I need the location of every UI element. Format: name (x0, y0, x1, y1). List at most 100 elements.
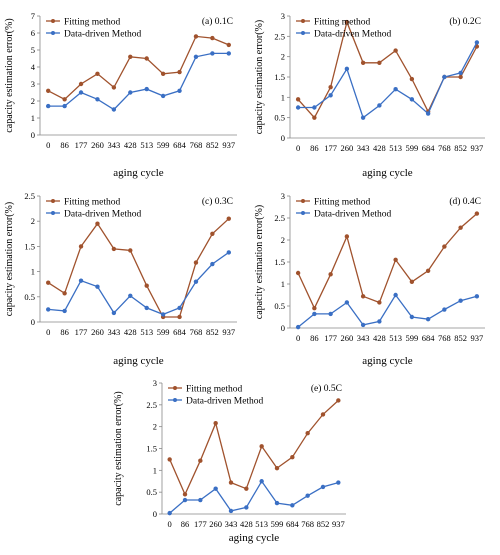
data-point (128, 54, 133, 59)
legend-marker (301, 31, 305, 35)
x-axis-label: aging cycle (229, 532, 280, 544)
data-point (312, 115, 317, 120)
data-point (409, 314, 415, 320)
series-line-1 (169, 400, 339, 496)
data-point (46, 280, 51, 285)
legend-entry-1: Fitting method (64, 18, 120, 28)
data-point (328, 272, 333, 277)
y-tick-label: 6 (31, 28, 35, 38)
chart-panel-1: 0 1 2 3 4 5 6 7 0 86 177 260 343 428 513 599 684 768 852 93… (4, 11, 237, 179)
y-tick-label: 0.5 (146, 487, 157, 497)
y-axis-label: capacity estimation error(%) (254, 20, 265, 134)
data-point (182, 497, 188, 503)
data-point (160, 71, 166, 77)
panel-label: (b) 0.2C (449, 16, 481, 27)
data-point (409, 97, 415, 102)
y-axis-label: capacity estimation error(%) (254, 205, 265, 319)
y-tick-label: 3 (281, 191, 285, 201)
data-point (344, 66, 350, 72)
x-tick-label: 937 (332, 519, 345, 529)
x-tick-label: 177 (324, 143, 337, 153)
legend-entry-1: Fitting method (314, 18, 370, 28)
x-tick-label: 768 (190, 140, 203, 150)
data-point (95, 221, 100, 226)
data-point (226, 42, 231, 48)
data-point (360, 115, 366, 120)
y-tick-label: 2 (31, 96, 35, 106)
legend-marker (301, 19, 305, 23)
legend-entry-2: Data-driven Method (186, 397, 264, 407)
data-point (111, 85, 117, 90)
x-tick-label: 684 (173, 140, 187, 150)
x-tick-label: 513 (255, 519, 268, 529)
x-axis-label: aging cycle (362, 167, 413, 179)
data-point (144, 283, 149, 288)
y-tick-label: 0 (281, 133, 285, 143)
series-line-1 (47, 218, 230, 318)
y-tick-label: 1 (281, 279, 285, 289)
data-point (344, 19, 350, 25)
data-point (409, 279, 415, 284)
y-tick-label: 1.5 (24, 241, 35, 251)
data-point (377, 300, 382, 305)
x-tick-label: 852 (206, 327, 219, 337)
panel-label: (a) 0.1C (202, 16, 233, 27)
data-point (336, 480, 341, 485)
data-point (177, 305, 182, 311)
x-tick-label: 343 (108, 140, 121, 150)
data-point (226, 51, 231, 56)
series-line-1 (297, 213, 478, 310)
data-point (167, 457, 172, 462)
data-point (458, 225, 463, 230)
y-tick-label: 3 (281, 11, 285, 21)
x-tick-label: 260 (209, 519, 222, 529)
data-point (458, 70, 463, 76)
data-point (46, 103, 51, 109)
x-tick-label: 343 (357, 143, 370, 153)
x-tick-label: 0 (296, 143, 300, 153)
data-point (213, 486, 218, 491)
x-tick-label: 852 (454, 143, 467, 153)
data-point (393, 257, 398, 262)
data-point (62, 291, 67, 296)
legend-marker (173, 386, 177, 390)
x-axis-label: aging cycle (113, 167, 164, 179)
data-point (328, 84, 333, 90)
data-point (474, 211, 480, 216)
x-tick-label: 684 (422, 333, 436, 343)
data-point (360, 322, 366, 328)
data-point (111, 310, 117, 316)
data-point (111, 107, 117, 112)
y-tick-label: 0.5 (24, 292, 35, 302)
x-tick-label: 513 (140, 140, 153, 150)
y-tick-label: 2 (281, 235, 285, 245)
data-point (274, 465, 280, 471)
x-tick-label: 0 (296, 333, 300, 343)
chart-panel-4: 0 0.5 1 1.5 2 2.5 3 0 86 177 260 343 428 513 599 684 768… (254, 191, 485, 367)
x-tick-label: 768 (438, 143, 451, 153)
data-point (442, 244, 447, 249)
data-point (274, 500, 280, 506)
data-point (193, 34, 199, 39)
data-point (128, 248, 133, 253)
x-tick-label: 177 (75, 140, 88, 150)
y-tick-label: 1.5 (146, 444, 157, 454)
data-point (305, 493, 310, 498)
data-point (210, 261, 215, 267)
data-point (128, 293, 133, 298)
panel-label: (d) 0.4C (449, 196, 481, 207)
legend-marker (301, 199, 305, 203)
data-point (78, 278, 84, 283)
y-tick-label: 0.5 (274, 301, 285, 311)
data-point (312, 311, 317, 317)
x-tick-label: 177 (324, 333, 337, 343)
x-tick-label: 428 (124, 327, 137, 337)
x-tick-label: 937 (222, 140, 235, 150)
data-point (95, 97, 100, 102)
x-tick-label: 513 (140, 327, 153, 337)
data-point (228, 480, 234, 485)
y-tick-label: 4 (31, 62, 36, 72)
data-point (295, 270, 301, 276)
series-line-2 (48, 251, 230, 316)
y-tick-label: 2.5 (146, 400, 157, 410)
